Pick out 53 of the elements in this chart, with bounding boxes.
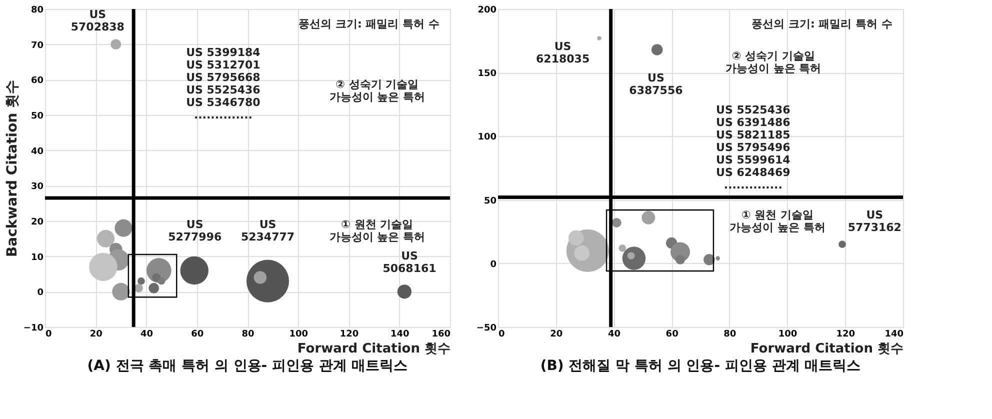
annotation: US 6218035 — [536, 40, 590, 66]
annotation: ① 원천 기술일 가능성이 높은 특허 — [730, 208, 826, 234]
annotation: ① 원천 기술일 가능성이 높은 특허 — [329, 218, 425, 244]
x-tick-label: 40 — [608, 330, 620, 340]
y-tick-label: 50 — [30, 112, 44, 122]
y-tick-label: 10 — [30, 252, 44, 263]
y-tick-label: 40 — [30, 146, 44, 157]
annotation: US 5525436 US 6391486 US 5821185 US 5795496 US 5599614 US 6248469 .............. — [716, 103, 791, 192]
annotation: ② 성숙기 기술일 가능성이 높은 특허 — [726, 49, 822, 75]
annotation: US 6387556 — [629, 72, 684, 98]
y-tick-label: 20 — [30, 218, 44, 228]
annotation: US 5399184 US 5312701 US 5795668 US 5525436 US 5346780 .............. — [186, 46, 261, 122]
y-tick-label: 150 — [478, 69, 496, 80]
y-tick-label: 60 — [30, 76, 44, 86]
annotation: US 5234777 — [240, 218, 295, 244]
y-tick-label: −50 — [476, 324, 496, 334]
text: (A) 전극 촉매 특허 의 인용- 피인용 관계 매트릭스 — [87, 358, 408, 374]
x-tick-label: 40 — [140, 330, 154, 340]
y-tick-label: 80 — [30, 6, 44, 16]
x-tick-label: 120 — [836, 330, 856, 340]
y-tick-label: 0 — [490, 260, 496, 270]
annotation: US 5277996 — [168, 218, 222, 244]
x-tick-label: 140 — [390, 330, 410, 340]
x-tick-label: 100 — [778, 330, 798, 340]
y-tick-label: −10 — [23, 324, 44, 334]
x-axis-title: Forward Citation 횟수 — [750, 342, 904, 356]
x-tick-label: 120 — [340, 330, 359, 340]
annotation: ② 성숙기 기술일 가능성이 높은 특허 — [329, 78, 425, 104]
x-tick-label: 60 — [191, 330, 204, 340]
x-tick-label: 20 — [550, 330, 563, 340]
x-tick-label: 20 — [90, 330, 102, 340]
x-tick-label: 60 — [666, 330, 678, 340]
annotation: US 5773162 — [848, 208, 902, 234]
x-tick-label: 0 — [498, 330, 505, 340]
x-axis-title: Forward Citation 횟수 — [297, 342, 450, 356]
x-tick-label: 0 — [46, 330, 52, 340]
y-axis-title: Backward Citation 횟수 — [4, 80, 20, 258]
x-tick-label: 80 — [724, 330, 736, 340]
y-tick-label: 50 — [484, 196, 496, 206]
y-tick-label: 30 — [30, 182, 44, 192]
y-tick-label: 200 — [478, 6, 496, 16]
annotation: US 5702838 — [70, 8, 124, 34]
y-tick-label: 70 — [30, 40, 44, 51]
text: (B) 전해질 막 특허 의 인용- 피인용 관계 매트릭스 — [540, 358, 861, 374]
x-tick-label: 80 — [242, 330, 254, 340]
x-tick-label: 160 — [432, 330, 450, 340]
y-tick-label: 100 — [478, 132, 496, 143]
annotation: 풍선의 크기: 패밀리 특허 수 — [298, 18, 440, 31]
y-tick-label: 0 — [37, 288, 44, 298]
x-tick-label: 100 — [289, 330, 308, 340]
annotation: 풍선의 크기: 패밀리 특허 수 — [752, 18, 892, 31]
x-tick-label: 140 — [884, 330, 904, 340]
annotation: US 5068161 — [382, 250, 436, 276]
